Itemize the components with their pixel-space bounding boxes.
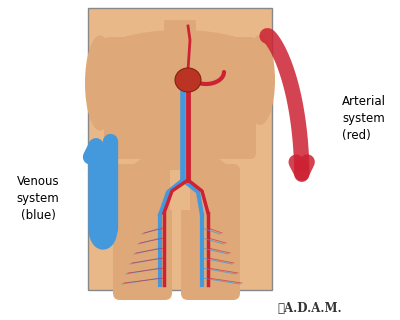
- FancyBboxPatch shape: [104, 37, 256, 159]
- Bar: [170, 170, 190, 210]
- Ellipse shape: [130, 151, 230, 195]
- Bar: [88, 8, 272, 290]
- Ellipse shape: [98, 30, 262, 82]
- FancyBboxPatch shape: [164, 20, 196, 56]
- Text: ✱A.D.A.M.: ✱A.D.A.M.: [278, 301, 342, 315]
- FancyBboxPatch shape: [181, 164, 240, 300]
- Ellipse shape: [85, 36, 115, 131]
- Ellipse shape: [175, 68, 201, 92]
- Text: Arterial
system
(red): Arterial system (red): [342, 94, 386, 141]
- Text: Venous
system
(blue): Venous system (blue): [17, 174, 59, 221]
- Ellipse shape: [245, 35, 275, 125]
- FancyBboxPatch shape: [113, 164, 172, 300]
